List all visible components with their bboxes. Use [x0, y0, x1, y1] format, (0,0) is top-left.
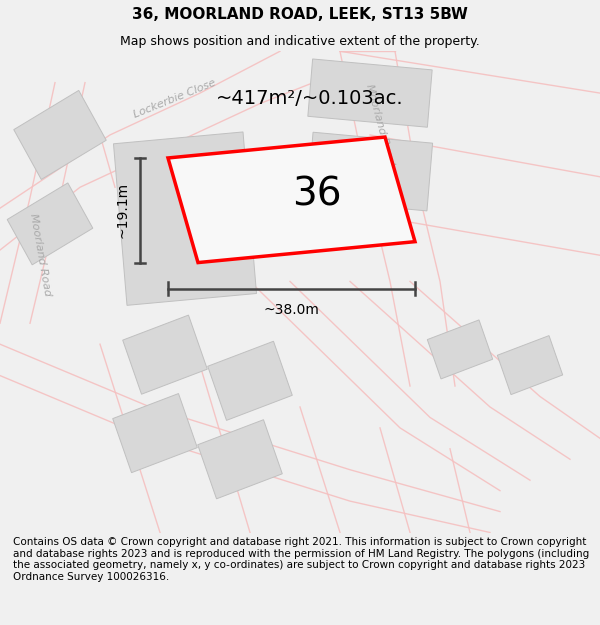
- Polygon shape: [113, 394, 197, 472]
- Polygon shape: [208, 341, 292, 421]
- Text: Moorland Road: Moorland Road: [28, 213, 52, 298]
- Polygon shape: [307, 132, 433, 211]
- Text: ~19.1m: ~19.1m: [115, 182, 129, 238]
- Polygon shape: [497, 336, 563, 394]
- Text: Lockerbie Close: Lockerbie Close: [133, 78, 218, 119]
- Polygon shape: [427, 320, 493, 379]
- Polygon shape: [308, 59, 432, 127]
- Text: Moorland Road: Moorland Road: [364, 82, 395, 166]
- Polygon shape: [7, 183, 93, 265]
- Polygon shape: [14, 91, 106, 179]
- Text: ~417m²/~0.103ac.: ~417m²/~0.103ac.: [216, 89, 404, 108]
- Polygon shape: [168, 137, 415, 262]
- Text: Map shows position and indicative extent of the property.: Map shows position and indicative extent…: [120, 34, 480, 48]
- Polygon shape: [113, 132, 257, 306]
- Text: ~38.0m: ~38.0m: [263, 302, 319, 317]
- Text: 36, MOORLAND ROAD, LEEK, ST13 5BW: 36, MOORLAND ROAD, LEEK, ST13 5BW: [132, 7, 468, 22]
- Polygon shape: [198, 420, 282, 499]
- Polygon shape: [123, 315, 207, 394]
- Text: 36: 36: [292, 176, 341, 214]
- Text: Contains OS data © Crown copyright and database right 2021. This information is : Contains OS data © Crown copyright and d…: [13, 537, 589, 582]
